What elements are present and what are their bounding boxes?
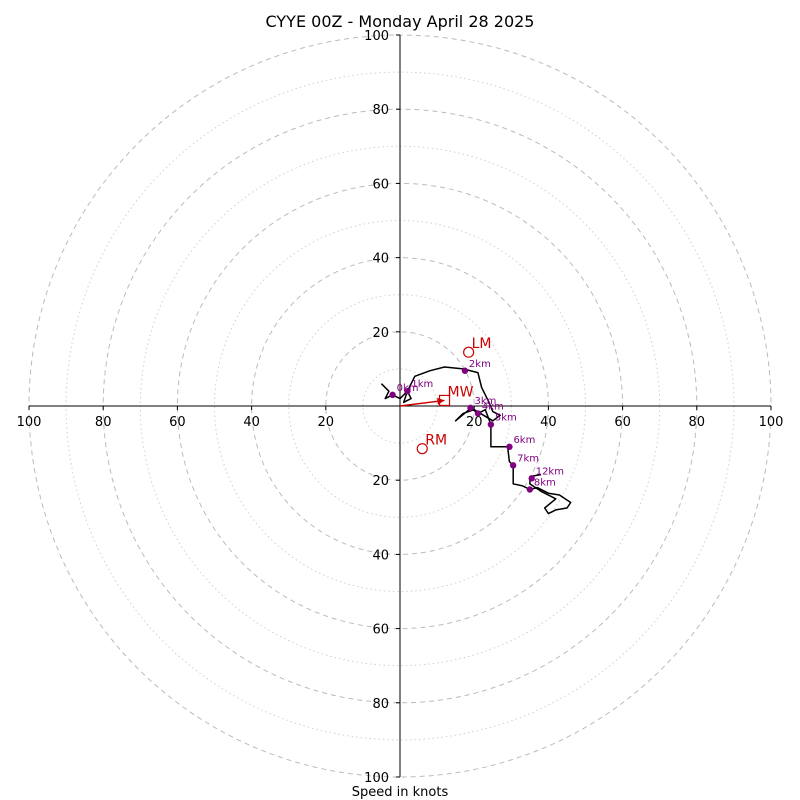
height-label-8km: 8km	[534, 477, 556, 488]
x-axis-label: Speed in knots	[352, 785, 449, 800]
height-point-4km	[474, 410, 482, 417]
height-point-0km	[389, 391, 396, 399]
y-tick-label: 60	[372, 177, 389, 192]
height-point-6km	[506, 443, 513, 451]
y-tick-label: 60	[372, 623, 389, 638]
x-tick-label: 80	[689, 415, 706, 430]
y-tick-label: 20	[372, 474, 389, 489]
height-point-7km	[509, 462, 517, 469]
y-tick-label: 80	[372, 697, 389, 712]
marker-lm	[463, 346, 475, 358]
x-tick-label: 100	[759, 415, 784, 430]
height-label-1km: 1km	[411, 379, 433, 390]
x-tick-label: 40	[243, 415, 260, 430]
x-tick-label: 80	[95, 415, 112, 430]
storm-motion-arrow	[399, 399, 445, 407]
y-tick-label: 40	[372, 548, 389, 563]
height-label-4km: 4km	[482, 401, 504, 412]
x-tick-label: 20	[318, 415, 335, 430]
height-label-12km: 12km	[536, 466, 564, 477]
y-tick-label: 40	[372, 252, 389, 267]
y-tick-label: 100	[364, 29, 389, 44]
axes-layer: 100 80 60 40 20 20 40 60 80 100 100 80 60 40 20 20 40 60 8…	[17, 29, 784, 786]
x-tick-label: 60	[614, 415, 631, 430]
marker-label-lm: LM	[472, 336, 492, 352]
height-label-6km: 6km	[513, 435, 535, 446]
marker-mw	[438, 394, 451, 407]
y-tick-label: 80	[372, 103, 389, 118]
height-point-1km	[404, 387, 411, 395]
height-label-0km: 0km	[397, 383, 419, 394]
height-point-12km	[528, 475, 535, 482]
x-tick-label: 60	[169, 415, 186, 430]
marker-label-mw: MW	[448, 384, 474, 400]
marker-label-rm: RM	[425, 433, 447, 449]
height-point-2km	[461, 367, 469, 374]
height-label-2km: 2km	[469, 359, 491, 370]
x-tick-label: 20	[466, 415, 483, 430]
height-label-3km: 3km	[474, 396, 496, 407]
x-tick-label: 40	[540, 415, 557, 430]
y-tick-label: 20	[372, 326, 389, 341]
x-tick-label: 100	[17, 415, 42, 430]
chart-title: CYYE 00Z - Monday April 28 2025	[266, 12, 535, 31]
y-tick-label: 100	[364, 771, 389, 786]
height-point-3km	[467, 404, 474, 412]
marker-rm	[416, 443, 428, 455]
height-label-7km: 7km	[517, 453, 539, 464]
height-point-8km	[526, 486, 534, 493]
data-layer	[380, 346, 572, 515]
height-label-5km: 5km	[495, 413, 517, 424]
height-point-5km	[487, 421, 495, 428]
